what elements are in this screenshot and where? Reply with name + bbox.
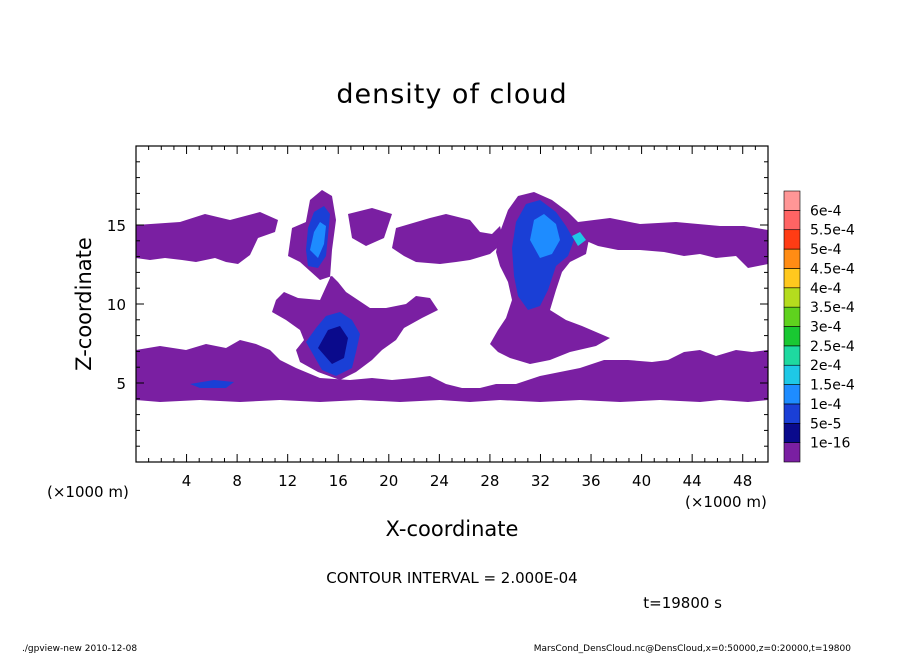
- x-axis-label: X-coordinate: [386, 517, 519, 541]
- colorbar-box: [783, 345, 801, 366]
- colorbar-box: [783, 268, 801, 289]
- x-tick-label: 16: [329, 472, 348, 490]
- upper-cloud-layer: [136, 208, 768, 268]
- colorbar-box: [783, 287, 801, 308]
- footer-left: ./gpview-new 2010-12-08: [22, 644, 137, 654]
- x-tick-label: 4: [182, 472, 192, 490]
- colorbar-box: [783, 190, 801, 211]
- y-unit-label: (×1000 m): [47, 483, 129, 501]
- x-tick-label: 32: [531, 472, 550, 490]
- lower-cloud-layer: [136, 340, 768, 402]
- x-tick-labels: 4 8 12 16 20 24 28 32 36 40 44 48: [182, 472, 752, 490]
- colorbar-box: [783, 422, 801, 443]
- y-tick-label: 15: [107, 217, 126, 235]
- colorbar-box: [783, 210, 801, 231]
- colorbar-label: 1e-16: [810, 436, 850, 452]
- chart-title: density of cloud: [336, 79, 567, 110]
- colorbar-label: 6e-4: [810, 203, 842, 219]
- colorbar-box: [783, 326, 801, 347]
- y-tick-label: 5: [116, 375, 126, 393]
- colorbar-box: [783, 403, 801, 424]
- core-column-1-top-inner: [310, 222, 326, 258]
- colorbar-box: [783, 229, 801, 250]
- y-tick-labels: 5 10 15: [107, 217, 126, 393]
- contour-interval-text: CONTOUR INTERVAL = 2.000E-04: [326, 569, 577, 587]
- core-column-2-peak: [572, 232, 586, 246]
- x-tick-label: 8: [232, 472, 242, 490]
- plot-area: [135, 145, 769, 463]
- colorbar-label: 4e-4: [810, 281, 842, 297]
- colorbar-label: 3.5e-4: [810, 300, 855, 316]
- y-axis-label: Z-coordinate: [72, 237, 96, 371]
- colorbar-label: 3e-4: [810, 320, 842, 336]
- core-column-1-bottom-inner: [318, 326, 348, 364]
- colorbar-label: 1.5e-4: [810, 378, 855, 394]
- colorbar-label: 2.5e-4: [810, 339, 855, 355]
- colorbar-label: 5.5e-4: [810, 223, 855, 239]
- y-tick-label: 10: [107, 296, 126, 314]
- core-column-2-inner: [530, 214, 560, 258]
- colorbar-label: 5e-4: [810, 242, 842, 258]
- colorbar: 1e-16 5e-5 1e-4 1.5e-4 2e-4 2.5e-4 3e-4 3.5e-4 4…: [783, 190, 855, 463]
- colorbar-label: 1e-4: [810, 397, 842, 413]
- x-tick-label: 48: [733, 472, 752, 490]
- time-text: t=19800 s: [643, 594, 722, 612]
- x-tick-label: 20: [379, 472, 398, 490]
- colorbar-label: 2e-4: [810, 358, 842, 374]
- x-tick-label: 36: [581, 472, 600, 490]
- footer-right: MarsCond_DensCloud.nc@DensCloud,x=0:5000…: [534, 644, 851, 654]
- x-unit-label: (×1000 m): [685, 493, 767, 511]
- x-tick-label: 24: [430, 472, 449, 490]
- x-tick-label: 44: [683, 472, 702, 490]
- colorbar-label: 5e-5: [810, 416, 841, 432]
- tick-marks: [135, 145, 769, 463]
- colorbar-box: [783, 364, 801, 385]
- colorbar-box: [783, 384, 801, 405]
- x-tick-label: 12: [278, 472, 297, 490]
- x-tick-label: 28: [480, 472, 499, 490]
- colorbar-box: [783, 306, 801, 327]
- colorbar-box: [783, 442, 801, 463]
- x-tick-label: 40: [632, 472, 651, 490]
- core-lower-streak: [190, 380, 234, 388]
- colorbar-label: 4.5e-4: [810, 261, 855, 277]
- cloud-field: [136, 190, 768, 402]
- colorbar-box: [783, 248, 801, 269]
